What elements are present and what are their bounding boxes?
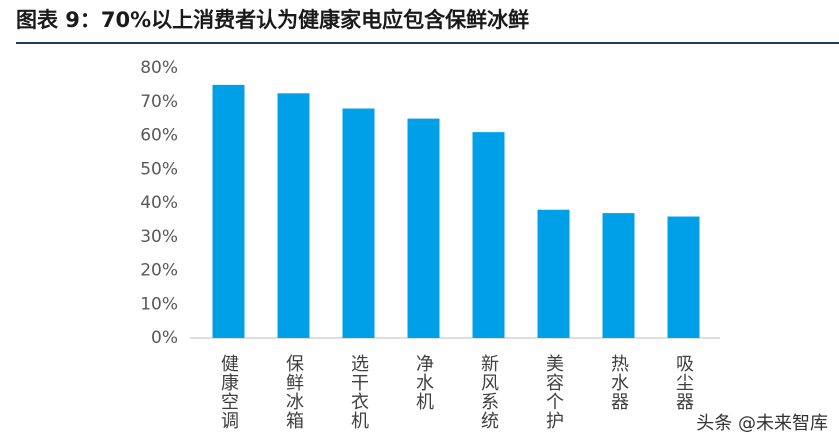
x-tick-label: 美容个护 bbox=[543, 354, 564, 430]
x-tick-label: 保鲜冰箱 bbox=[283, 354, 304, 430]
y-tick-label: 50% bbox=[140, 159, 178, 179]
y-tick-label: 40% bbox=[140, 193, 178, 213]
bar bbox=[667, 216, 700, 338]
bar bbox=[407, 118, 440, 338]
y-tick-label: 80% bbox=[140, 58, 178, 78]
y-tick-label: 70% bbox=[140, 92, 178, 112]
x-tick-label: 热水器 bbox=[608, 354, 629, 411]
y-tick-label: 10% bbox=[140, 294, 178, 314]
bar bbox=[537, 209, 570, 338]
x-tick-label: 选干衣机 bbox=[348, 354, 369, 430]
y-tick-label: 0% bbox=[151, 328, 178, 348]
watermark: 头条 @未来智库 bbox=[696, 413, 828, 434]
x-tick-label: 净水机 bbox=[413, 354, 434, 411]
y-tick-label: 60% bbox=[140, 126, 178, 146]
x-tick-label: 健康空调 bbox=[218, 354, 239, 430]
chart-title: 图表 9：70%以上消费者认为健康家电应包含保鲜冰鲜 bbox=[16, 8, 529, 32]
y-tick-label: 20% bbox=[140, 261, 178, 281]
x-tick-label: 吸尘器 bbox=[673, 354, 694, 411]
bar bbox=[472, 132, 505, 338]
bar bbox=[277, 93, 310, 338]
bar bbox=[602, 213, 635, 338]
bar bbox=[212, 84, 245, 338]
bar bbox=[342, 108, 375, 338]
y-tick-label: 30% bbox=[140, 227, 178, 247]
x-tick-label: 新风系统 bbox=[478, 354, 499, 430]
